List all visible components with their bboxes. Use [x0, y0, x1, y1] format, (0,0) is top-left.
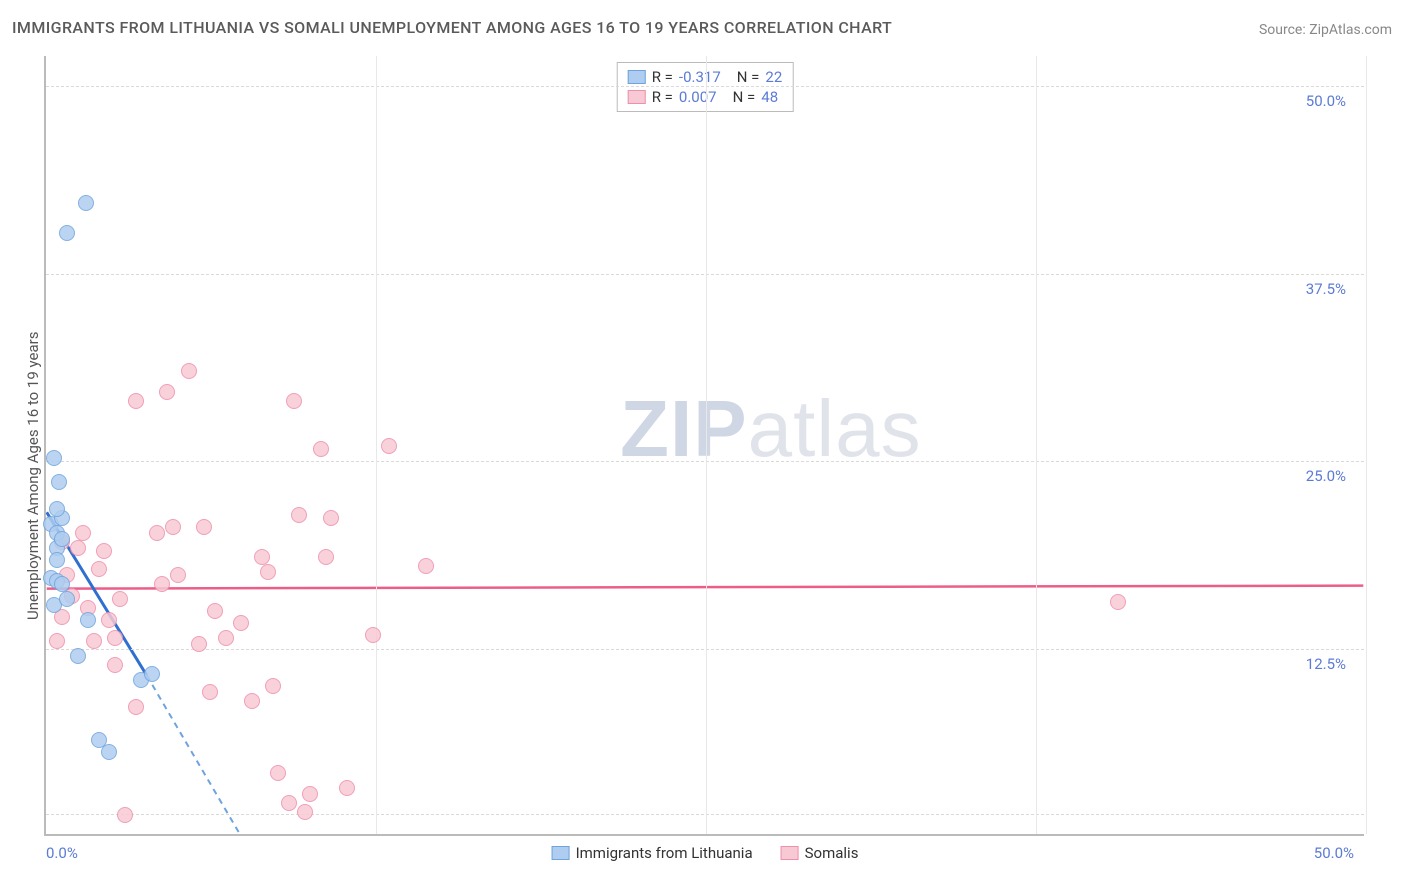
series-legend: Immigrants from Lithuania Somalis	[552, 844, 859, 862]
n-value-somalis: 48	[761, 88, 778, 106]
scatter-point	[128, 393, 144, 409]
r-label: R =	[652, 88, 673, 106]
scatter-point	[318, 549, 334, 565]
scatter-point	[154, 576, 170, 592]
y-axis-label: Unemployment Among Ages 16 to 19 years	[24, 332, 42, 620]
chart-container: IMMIGRANTS FROM LITHUANIA VS SOMALI UNEM…	[0, 0, 1406, 892]
scatter-point	[207, 603, 223, 619]
scatter-point	[51, 474, 67, 490]
plot-area: ZIPatlas R = -0.317 N = 22 R = 0.007 N =…	[44, 56, 1364, 836]
scatter-point	[365, 627, 381, 643]
scatter-point	[144, 666, 160, 682]
scatter-point	[80, 612, 96, 628]
r-label: R =	[652, 68, 673, 86]
scatter-point	[75, 525, 91, 541]
swatch-lithuania	[552, 846, 570, 860]
gridline-horizontal	[46, 86, 1364, 87]
correlation-legend: R = -0.317 N = 22 R = 0.007 N = 48	[617, 62, 794, 112]
r-value-lithuania: -0.317	[679, 68, 721, 86]
gridline-vertical	[1036, 56, 1037, 834]
scatter-point	[418, 558, 434, 574]
series-name-somalis: Somalis	[805, 844, 859, 862]
scatter-point	[96, 543, 112, 559]
gridline-vertical	[1366, 56, 1367, 834]
legend-row-lithuania: R = -0.317 N = 22	[628, 67, 783, 87]
scatter-point	[196, 519, 212, 535]
swatch-somalis	[628, 90, 646, 104]
scatter-point	[107, 657, 123, 673]
scatter-point	[70, 648, 86, 664]
y-tick-label: 50.0%	[1306, 92, 1346, 110]
scatter-point	[59, 591, 75, 607]
scatter-point	[91, 561, 107, 577]
source-value: ZipAtlas.com	[1309, 22, 1392, 38]
gridline-vertical	[376, 56, 377, 834]
scatter-point	[54, 576, 70, 592]
series-name-lithuania: Immigrants from Lithuania	[576, 844, 753, 862]
scatter-point	[128, 699, 144, 715]
source-label: Source:	[1259, 22, 1309, 38]
scatter-point	[302, 786, 318, 802]
gridline-horizontal	[46, 461, 1364, 462]
scatter-point	[59, 225, 75, 241]
scatter-point	[170, 567, 186, 583]
scatter-point	[101, 612, 117, 628]
scatter-point	[265, 678, 281, 694]
scatter-point	[49, 501, 65, 517]
swatch-somalis	[781, 846, 799, 860]
scatter-point	[101, 744, 117, 760]
source-attribution: Source: ZipAtlas.com	[1259, 22, 1392, 38]
gridline-vertical	[706, 56, 707, 834]
scatter-point	[286, 393, 302, 409]
gridline-horizontal	[46, 814, 1364, 815]
n-label: N =	[737, 68, 760, 86]
x-tick-label: 50.0%	[1314, 844, 1354, 862]
scatter-point	[1110, 594, 1126, 610]
legend-item-lithuania: Immigrants from Lithuania	[552, 844, 753, 862]
swatch-lithuania	[628, 70, 646, 84]
scatter-point	[297, 804, 313, 820]
scatter-point	[117, 807, 133, 823]
scatter-point	[54, 531, 70, 547]
scatter-point	[78, 195, 94, 211]
scatter-point	[233, 615, 249, 631]
legend-item-somalis: Somalis	[781, 844, 859, 862]
scatter-point	[86, 633, 102, 649]
scatter-point	[159, 384, 175, 400]
x-tick-label: 0.0%	[46, 844, 78, 862]
scatter-point	[291, 507, 307, 523]
scatter-point	[191, 636, 207, 652]
scatter-point	[323, 510, 339, 526]
scatter-point	[70, 540, 86, 556]
scatter-point	[254, 549, 270, 565]
scatter-point	[381, 438, 397, 454]
scatter-point	[49, 552, 65, 568]
chart-title: IMMIGRANTS FROM LITHUANIA VS SOMALI UNEM…	[12, 18, 892, 37]
y-tick-label: 12.5%	[1306, 655, 1346, 673]
scatter-point	[281, 795, 297, 811]
scatter-point	[244, 693, 260, 709]
scatter-point	[181, 363, 197, 379]
scatter-point	[112, 591, 128, 607]
gridline-horizontal	[46, 274, 1364, 275]
scatter-point	[149, 525, 165, 541]
n-label: N =	[733, 88, 756, 106]
scatter-point	[218, 630, 234, 646]
scatter-point	[46, 450, 62, 466]
legend-row-somalis: R = 0.007 N = 48	[628, 87, 783, 107]
scatter-point	[49, 633, 65, 649]
scatter-point	[202, 684, 218, 700]
scatter-point	[107, 630, 123, 646]
y-tick-label: 25.0%	[1306, 467, 1346, 485]
gridline-horizontal	[46, 649, 1364, 650]
scatter-point	[260, 564, 276, 580]
scatter-point	[339, 780, 355, 796]
r-value-somalis: 0.007	[679, 88, 717, 106]
n-value-lithuania: 22	[765, 68, 782, 86]
scatter-point	[165, 519, 181, 535]
y-tick-label: 37.5%	[1306, 280, 1346, 298]
scatter-point	[270, 765, 286, 781]
scatter-point	[313, 441, 329, 457]
